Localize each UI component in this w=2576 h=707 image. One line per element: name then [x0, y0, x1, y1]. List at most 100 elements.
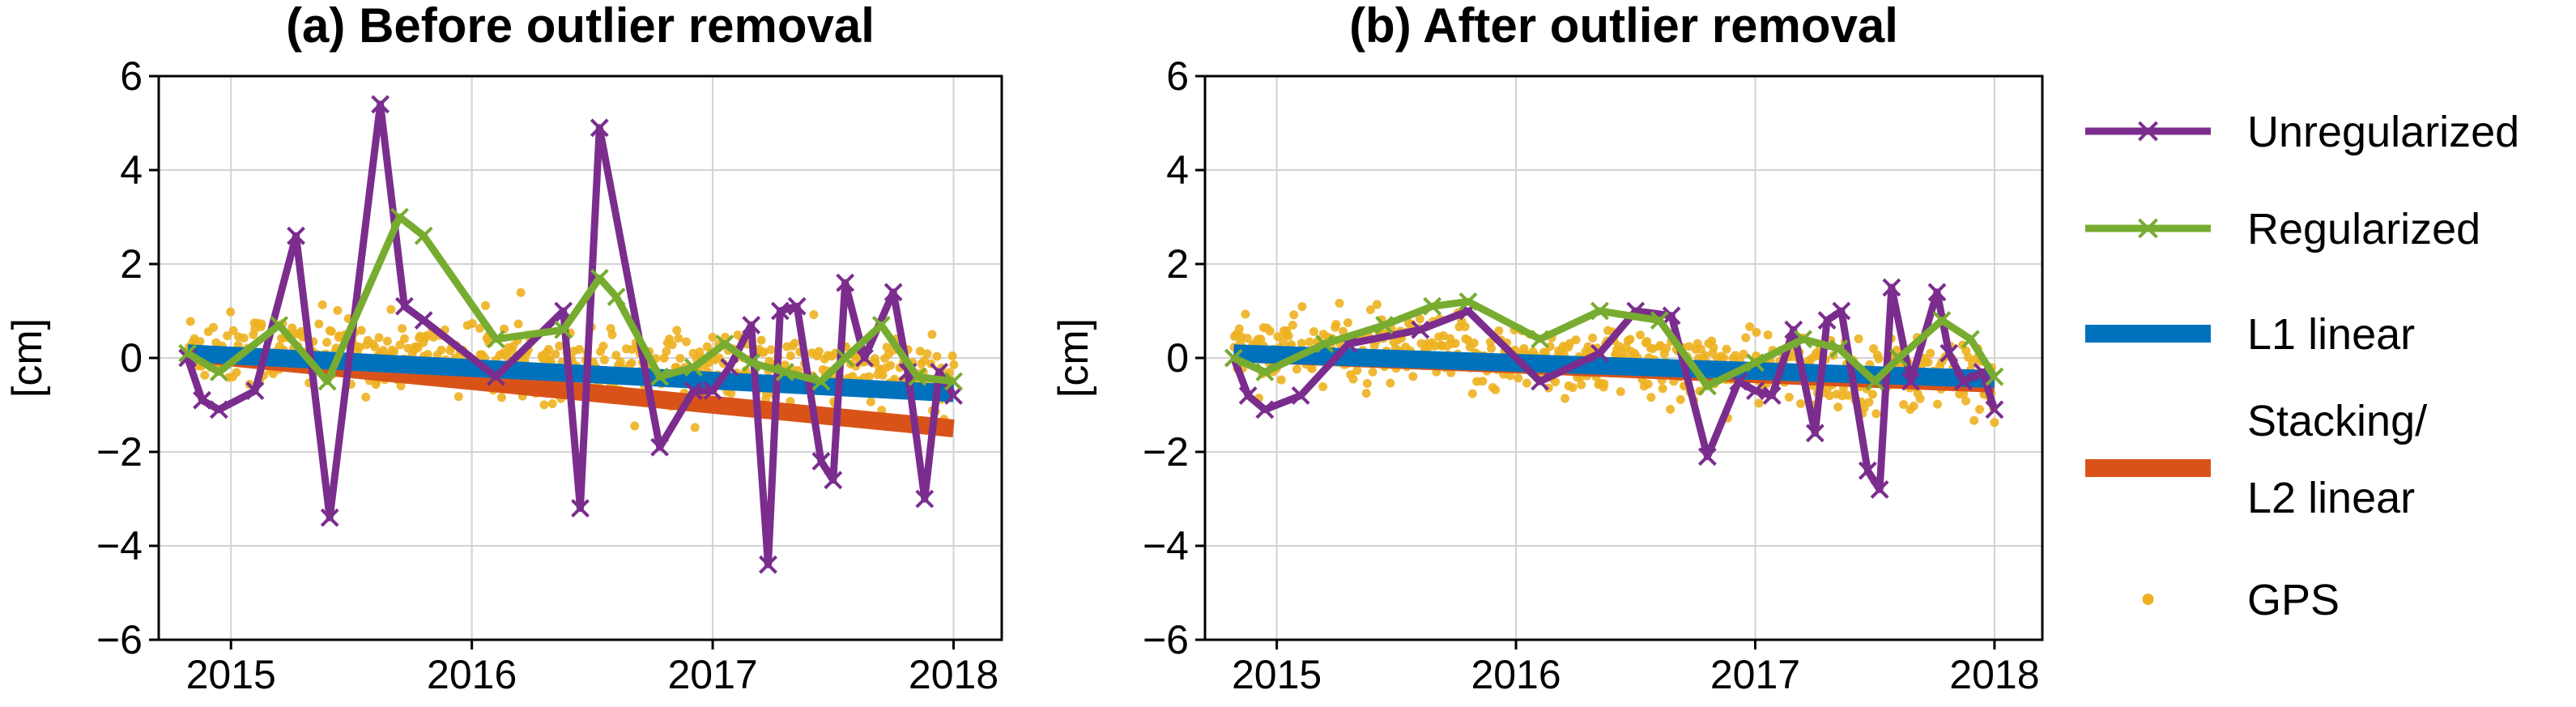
series-regularized-point: [590, 268, 609, 287]
gps-point: [1265, 326, 1275, 336]
series-unregularized-point: [1590, 343, 1609, 363]
gps-point: [1932, 399, 1942, 409]
series-unregularized-point: [1291, 385, 1310, 405]
gps-point: [1719, 353, 1729, 363]
gps-point: [1739, 349, 1748, 359]
gps-point: [1961, 396, 1971, 406]
series-unregularized-point: [1882, 278, 1901, 297]
gps-point: [322, 338, 332, 347]
series-unregularized-point: [787, 296, 807, 316]
gps-point: [1844, 390, 1854, 400]
series-unregularized-point: [1901, 372, 1920, 391]
series-unregularized-point: [209, 400, 228, 420]
gps-point: [864, 372, 874, 381]
gps-point: [1796, 398, 1806, 408]
gps-point: [1297, 302, 1307, 312]
gps-point: [1599, 379, 1609, 389]
gps-point: [1491, 385, 1501, 394]
gps-point: [756, 335, 766, 345]
series-unregularized-point: [1939, 343, 1959, 363]
gps-point: [232, 368, 241, 377]
legend-item-gps: GPS: [2142, 576, 2340, 624]
gps-point: [920, 356, 930, 365]
gps-point: [674, 334, 683, 343]
series-unregularized-point: [770, 301, 790, 321]
y-tick-label: 2: [1166, 241, 1189, 287]
y-tick-label: −6: [96, 617, 143, 662]
series-unregularized-point: [1531, 372, 1550, 391]
series-regularized-point: [836, 348, 855, 368]
series-unregularized-point: [590, 118, 609, 138]
series-unregularized-point: [720, 358, 739, 377]
gps-point: [1754, 398, 1764, 408]
legend-marker-unregularized: [2138, 121, 2158, 142]
series-unregularized-point: [1954, 372, 1973, 391]
series-regularized-point: [1531, 330, 1550, 349]
gps-point: [1309, 326, 1318, 336]
series-unregularized-point: [1255, 400, 1275, 420]
gps-point: [333, 305, 343, 315]
series-unregularized-point: [371, 95, 390, 114]
gps-point: [398, 324, 407, 334]
gps-point: [1352, 365, 1362, 375]
gps-point: [399, 334, 409, 343]
gps-point: [1551, 377, 1561, 387]
gps-point: [922, 349, 932, 359]
gps-point: [1362, 379, 1372, 389]
gps-point: [1824, 391, 1834, 401]
series-unregularized-point: [1858, 461, 1877, 480]
series-unregularized-point: [836, 273, 855, 292]
gps-point: [1408, 372, 1418, 381]
series-unregularized-point: [1662, 306, 1681, 326]
gps-point: [690, 423, 700, 432]
gps-point: [555, 341, 564, 351]
gps-point: [1415, 314, 1424, 324]
series-regularized-point: [1889, 348, 1909, 368]
gps-point: [607, 330, 617, 339]
gps-point: [1297, 339, 1306, 348]
gps-point: [598, 341, 608, 351]
gps-point: [423, 350, 432, 360]
series-regularized-point: [1932, 311, 1952, 330]
y-tick-label: −2: [1143, 429, 1189, 475]
series-regularized-point: [1224, 348, 1243, 368]
gps-point: [1616, 387, 1625, 397]
gps-point: [1837, 391, 1847, 401]
x-tick-label: 2018: [1949, 652, 2039, 697]
series-regularized-point: [317, 372, 337, 391]
x-tick-label: 2017: [667, 652, 757, 697]
gps-point: [786, 351, 795, 360]
gps-point: [1926, 348, 1935, 358]
gps-point: [1348, 374, 1358, 384]
series-unregularized-point: [1927, 283, 1947, 302]
series-regularized-point: [1697, 377, 1717, 396]
series-regularized-point: [944, 372, 963, 391]
gps-point: [1469, 338, 1479, 347]
series-unregularized-point: [944, 385, 963, 405]
gps-point: [361, 392, 371, 402]
x-tick-label: 2016: [1471, 652, 1561, 697]
gps-point: [1874, 354, 1884, 364]
series-regularized-point: [1961, 330, 1980, 349]
legend-item-l1: L1 linear: [2085, 310, 2415, 359]
gps-point: [1864, 398, 1874, 407]
legend-item-regularized: Regularized: [2085, 205, 2480, 253]
gps-point: [947, 351, 957, 361]
gps-point: [1969, 415, 1979, 425]
series-unregularized-point: [1817, 311, 1837, 330]
y-axis-label: [cm]: [1050, 318, 1097, 398]
legend-item-l2: Stacking/L2 linear: [2085, 397, 2427, 522]
gps-point: [1234, 324, 1244, 334]
series-unregularized-point: [1805, 424, 1824, 443]
gps-point: [1368, 367, 1377, 377]
y-tick-label: 6: [1166, 53, 1189, 99]
gps-point: [513, 319, 523, 329]
gps-point: [708, 333, 717, 343]
gps-point: [355, 343, 364, 352]
series-regularized-point: [1865, 372, 1884, 391]
series-regularized-point: [486, 330, 505, 349]
gps-point: [662, 347, 671, 356]
series-unregularized-point: [742, 315, 761, 334]
gps-point: [1871, 409, 1881, 419]
